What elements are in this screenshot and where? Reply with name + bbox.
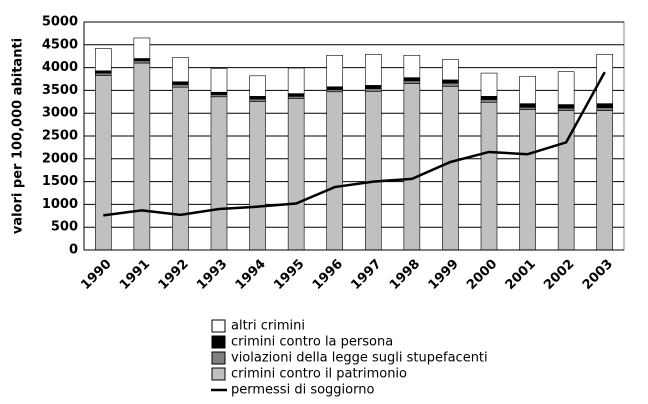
bar-segment	[287, 98, 305, 251]
bar-segment	[480, 101, 498, 251]
bar-segment	[133, 37, 151, 59]
bar-segment	[326, 89, 344, 93]
y-tick-label: 5000	[42, 15, 78, 30]
y-tick-label: 1500	[42, 174, 78, 189]
bar-segment	[557, 107, 575, 111]
y-tick-label: 500	[51, 220, 78, 235]
bar-segment	[326, 91, 344, 251]
bar-segment	[596, 54, 614, 104]
bar-segment	[403, 80, 421, 84]
bar-segment	[172, 81, 189, 85]
bar-segment	[442, 59, 459, 81]
bar-segment	[364, 91, 382, 251]
bar-segment	[94, 48, 112, 72]
bar-segment	[210, 68, 228, 93]
bar-segment	[249, 101, 266, 251]
bar-segment	[172, 84, 189, 88]
bar-segment	[287, 67, 305, 94]
bar-segment	[287, 93, 305, 97]
bar-segment	[403, 77, 421, 82]
bar-segment	[249, 96, 266, 100]
bar-segment	[210, 94, 228, 98]
bar-segment	[210, 96, 228, 251]
x-tick-label: 1990	[78, 257, 114, 293]
line-series	[103, 71, 606, 217]
x-tick-label: 2003	[580, 257, 616, 293]
x-tick-label: 1991	[117, 257, 153, 293]
bar-segment	[94, 70, 112, 74]
bar-segment	[596, 103, 614, 109]
bar-segment	[442, 82, 459, 87]
bar-segment	[210, 91, 228, 95]
x-tick-label: 2000	[464, 257, 500, 293]
bar-segment	[596, 110, 614, 251]
legend-label: violazioni della legge sugli stupefacent…	[231, 351, 488, 366]
bar-segment	[480, 99, 498, 103]
bar-segment	[133, 60, 151, 64]
bar-segment	[519, 106, 536, 110]
x-tick-label: 1993	[194, 257, 230, 293]
legend-swatch	[211, 319, 226, 333]
bar-segment	[480, 72, 498, 97]
y-tick-label: 2000	[42, 151, 78, 166]
bar-segment	[94, 75, 112, 251]
legend-swatch	[211, 335, 226, 349]
y-tick-label: 2500	[42, 129, 78, 144]
bar-segment	[249, 75, 266, 97]
y-tick-label: 3500	[42, 83, 78, 98]
legend-swatch	[211, 367, 226, 381]
bar-segment	[403, 54, 421, 78]
bar-segment	[172, 86, 189, 251]
y-tick-label: 4500	[42, 37, 78, 52]
bar-segment	[133, 58, 151, 62]
bar-segment	[364, 54, 382, 86]
x-tick-label: 1992	[156, 257, 192, 293]
bar-segment	[94, 72, 112, 76]
legend-label: altri crimini	[231, 319, 305, 334]
bar-segment	[249, 98, 266, 102]
legend-label: crimini contro il patrimonio	[231, 367, 407, 382]
bar-segment	[364, 88, 382, 92]
x-tick-label: 1996	[310, 257, 346, 293]
bar-segment	[557, 71, 575, 105]
x-tick-label: 1995	[271, 257, 307, 293]
bar-segment	[172, 57, 189, 83]
y-axis-label: valori per 100,000 abitanti	[11, 38, 26, 234]
legend-swatch	[211, 351, 226, 365]
bar-segment	[596, 107, 614, 111]
x-tick-label: 1998	[387, 257, 423, 293]
bar-segment	[519, 109, 536, 251]
y-tick-label: 4000	[42, 60, 78, 75]
bar-segment	[557, 104, 575, 109]
x-tick-label: 1994	[233, 257, 269, 293]
bar-segment	[403, 83, 421, 251]
y-tick-label: 3000	[42, 106, 78, 121]
bar-segment	[326, 86, 344, 90]
x-tick-label: 2001	[503, 257, 539, 293]
legend-label: crimini contro la persona	[231, 335, 393, 350]
x-tick-label: 1997	[348, 257, 384, 293]
bar-segment	[480, 96, 498, 100]
x-tick-label: 2002	[541, 257, 577, 293]
bar-segment	[519, 75, 536, 104]
x-tick-label: 1999	[426, 257, 462, 293]
bar-segment	[287, 96, 305, 99]
bar-segment	[519, 103, 536, 108]
y-tick-label: 1000	[42, 197, 78, 212]
bar-segment	[133, 62, 151, 251]
bar-segment	[326, 54, 344, 88]
bar-segment	[442, 79, 459, 84]
y-tick-label: 0	[69, 243, 78, 258]
bar-segment	[442, 85, 459, 251]
bar-segment	[364, 85, 382, 89]
legend-label: permessi di soggiorno	[231, 383, 374, 398]
